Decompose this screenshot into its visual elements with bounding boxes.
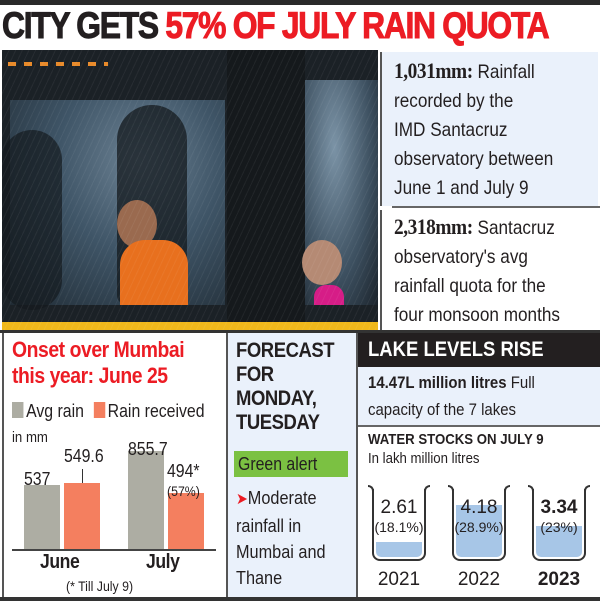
fact-1031mm: 1,031mm: Rainfall recorded by the IMD Sa… <box>380 52 598 206</box>
year-2021: 2021 <box>377 569 421 590</box>
label-july-avg: 855.7 <box>128 439 168 459</box>
fill-level <box>536 526 582 557</box>
headline: CITY GETS 57% OF JULY RAIN QUOTA <box>2 5 551 46</box>
chart-legend: Avg rain Rain received <box>12 400 231 422</box>
label-june-avg: 537 <box>24 469 51 489</box>
top-rule <box>0 0 600 5</box>
onset-rain-chart: Onset over Mumbai this year: June 25 Avg… <box>2 333 226 597</box>
lake-capacity: 14.47L million litres Full capacity of t… <box>358 367 600 427</box>
bar-july-avg <box>128 451 164 549</box>
bar-june-received <box>64 483 100 549</box>
chart-note: (* Till July 9) <box>66 578 134 594</box>
beaker-2023: 3.34 (23%) <box>528 485 590 563</box>
category-june: June <box>40 551 80 573</box>
onset-title: Onset over Mumbai this year: June 25 <box>12 337 185 388</box>
bar-june-avg <box>24 485 60 549</box>
arrow-icon: ➤ <box>236 491 248 508</box>
label-july-pct: (57%) <box>167 483 200 499</box>
water-stocks-unit: In lakh million litres <box>368 450 480 467</box>
headline-part2: 57% OF JULY RAIN QUOTA <box>165 5 550 46</box>
fill-level <box>456 504 502 557</box>
green-alert-badge: Green alert <box>234 451 348 477</box>
rain-bus-photo <box>2 50 378 330</box>
forecast-text: ➤Moderate rainfall in Mumbai and Thane <box>236 487 326 588</box>
bottom-rule <box>0 597 600 601</box>
legend-swatch-received <box>93 402 106 418</box>
rainfall-facts: 1,031mm: Rainfall recorded by the IMD Sa… <box>380 50 600 330</box>
beaker-2021: 2.61 (18.1%) <box>368 485 430 563</box>
forecast-panel: FORECAST FOR MONDAY, TUESDAY Green alert… <box>226 333 358 597</box>
lake-heading: LAKE LEVELS RISE <box>358 333 600 367</box>
bar-july-received <box>168 493 204 549</box>
fill-level <box>376 541 422 557</box>
section-divider <box>0 330 600 333</box>
fact-highlight: 2,318mm: <box>394 214 473 239</box>
year-2022: 2022 <box>457 569 501 590</box>
lake-levels-panel: LAKE LEVELS RISE 14.47L million litres F… <box>358 333 600 597</box>
forecast-title: FORECAST FOR MONDAY, TUESDAY <box>236 339 335 434</box>
chart-baseline <box>12 549 216 551</box>
headline-part1: CITY GETS <box>2 5 166 46</box>
divider <box>392 206 600 208</box>
water-stocks-title: WATER STOCKS ON JULY 9 <box>368 431 544 448</box>
year-2023: 2023 <box>537 569 581 590</box>
fact-2318mm: 2,318mm: Santacruz observatory's avg rai… <box>380 210 598 330</box>
chart-unit: in mm <box>12 429 48 446</box>
category-july: July <box>146 551 180 573</box>
fact-highlight: 1,031mm: <box>394 58 473 83</box>
legend-swatch-avg <box>12 402 24 418</box>
rain-bars <box>12 433 218 549</box>
label-july-received: 494* <box>167 461 200 481</box>
label-june-received: 549.6 <box>64 446 104 466</box>
beaker-2022: 4.18 (28.9%) <box>448 485 510 563</box>
